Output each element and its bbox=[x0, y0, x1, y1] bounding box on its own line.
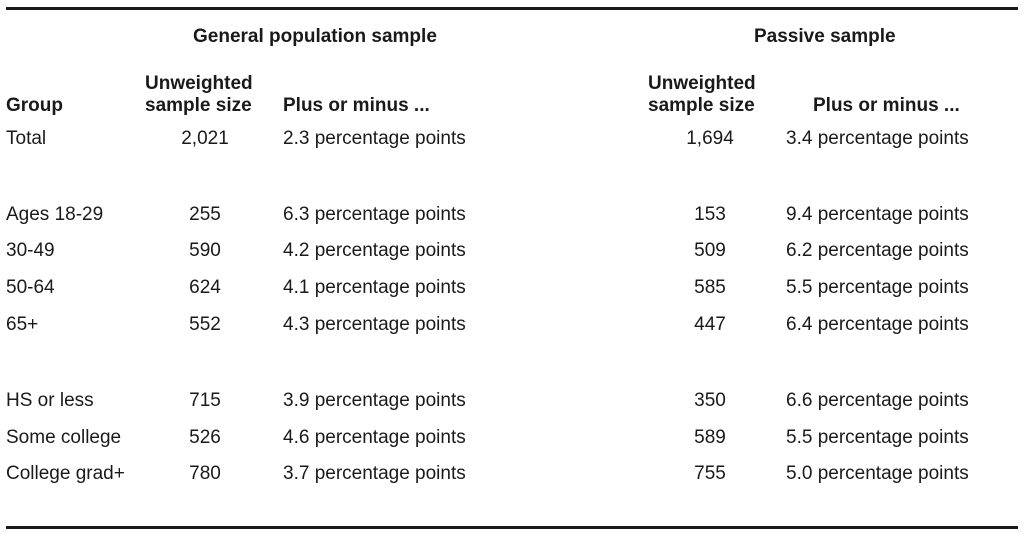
header-group: Group bbox=[6, 95, 63, 116]
general-sample-size: 552 bbox=[189, 314, 221, 335]
passive-margin: 3.4 percentage points bbox=[786, 128, 969, 149]
header-moe-general: Plus or minus ... bbox=[283, 95, 430, 116]
passive-sample-size: 447 bbox=[694, 314, 726, 335]
row-label: College grad+ bbox=[6, 463, 125, 484]
table-row: 65+ 552 4.3 percentage points 447 6.4 pe… bbox=[0, 314, 1024, 344]
general-sample-size: 2,021 bbox=[181, 128, 229, 149]
passive-sample-size: 509 bbox=[694, 240, 726, 261]
table-row: Some college 526 4.6 percentage points 5… bbox=[0, 427, 1024, 457]
row-label: 30-49 bbox=[6, 240, 55, 261]
section-title-general: General population sample bbox=[193, 26, 437, 47]
passive-margin: 6.6 percentage points bbox=[786, 390, 969, 411]
general-sample-size: 590 bbox=[189, 240, 221, 261]
general-sample-size: 780 bbox=[189, 463, 221, 484]
general-sample-size: 715 bbox=[189, 390, 221, 411]
general-margin: 3.9 percentage points bbox=[283, 390, 466, 411]
table-row: HS or less 715 3.9 percentage points 350… bbox=[0, 390, 1024, 420]
passive-margin: 9.4 percentage points bbox=[786, 204, 969, 225]
header-sample-size-general: Unweighted sample size bbox=[145, 73, 253, 117]
row-label: 65+ bbox=[6, 314, 39, 335]
table-row: 50-64 624 4.1 percentage points 585 5.5 … bbox=[0, 277, 1024, 307]
passive-margin: 6.2 percentage points bbox=[786, 240, 969, 261]
row-label: 50-64 bbox=[6, 277, 55, 298]
section-title-passive: Passive sample bbox=[754, 26, 896, 47]
passive-sample-size: 153 bbox=[694, 204, 726, 225]
general-margin: 4.3 percentage points bbox=[283, 314, 466, 335]
general-margin: 4.2 percentage points bbox=[283, 240, 466, 261]
header-sample-size-line1: Unweighted bbox=[145, 73, 253, 94]
general-sample-size: 255 bbox=[189, 204, 221, 225]
table-row: Ages 18-29 255 6.3 percentage points 153… bbox=[0, 204, 1024, 234]
header-sample-size-line2: sample size bbox=[648, 95, 755, 116]
passive-sample-size: 1,694 bbox=[686, 128, 734, 149]
passive-sample-size: 350 bbox=[694, 390, 726, 411]
header-sample-size-line1: Unweighted bbox=[648, 73, 756, 94]
passive-margin: 5.5 percentage points bbox=[786, 427, 969, 448]
table-row: College grad+ 780 3.7 percentage points … bbox=[0, 463, 1024, 493]
general-sample-size: 526 bbox=[189, 427, 221, 448]
bottom-rule bbox=[6, 526, 1018, 529]
header-sample-size-line2: sample size bbox=[145, 95, 252, 116]
general-margin: 6.3 percentage points bbox=[283, 204, 466, 225]
top-rule bbox=[6, 7, 1018, 10]
passive-sample-size: 755 bbox=[694, 463, 726, 484]
general-margin: 3.7 percentage points bbox=[283, 463, 466, 484]
general-sample-size: 624 bbox=[189, 277, 221, 298]
passive-sample-size: 589 bbox=[694, 427, 726, 448]
row-label: Some college bbox=[6, 427, 122, 448]
passive-margin: 6.4 percentage points bbox=[786, 314, 969, 335]
general-margin: 2.3 percentage points bbox=[283, 128, 466, 149]
table-row-total: Total 2,021 2.3 percentage points 1,694 … bbox=[0, 128, 1024, 158]
passive-margin: 5.5 percentage points bbox=[786, 277, 969, 298]
table-row: 30-49 590 4.2 percentage points 509 6.2 … bbox=[0, 240, 1024, 270]
row-label: Ages 18-29 bbox=[6, 204, 104, 225]
general-margin: 4.6 percentage points bbox=[283, 427, 466, 448]
passive-margin: 5.0 percentage points bbox=[786, 463, 969, 484]
header-sample-size-passive: Unweighted sample size bbox=[648, 73, 756, 117]
row-label: Total bbox=[6, 128, 47, 149]
passive-sample-size: 585 bbox=[694, 277, 726, 298]
header-moe-passive: Plus or minus ... bbox=[813, 95, 960, 116]
general-margin: 4.1 percentage points bbox=[283, 277, 466, 298]
row-label: HS or less bbox=[6, 390, 94, 411]
